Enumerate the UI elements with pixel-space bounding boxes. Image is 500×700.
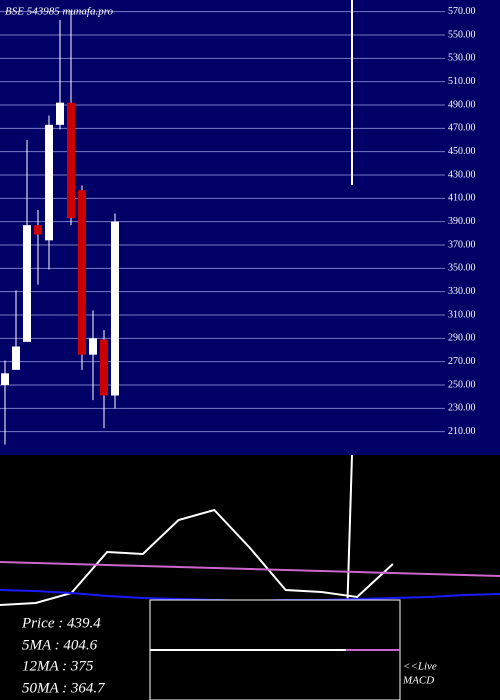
chart-title: BSE 543985 munafa.pro [5,6,114,18]
y-tick-label: 370.00 [448,239,476,250]
y-tick-label: 570.00 [448,6,476,17]
y-tick-label: 530.00 [448,53,476,64]
indicator-line [0,508,394,606]
y-tick-label: 350.00 [448,263,476,274]
y-tick-label: 430.00 [448,169,476,180]
y-tick-label: 270.00 [448,356,476,367]
candle-body [1,373,9,385]
candle-body [12,346,20,370]
live-label: MACD [402,675,434,687]
candle-body [100,339,108,396]
y-tick-label: 230.00 [448,403,476,414]
candle-body [56,102,64,125]
y-tick-label: 410.00 [448,193,476,204]
candle-body [45,124,53,241]
live-label: <<Live [403,661,437,673]
y-tick-label: 210.00 [448,426,476,437]
y-tick-label: 310.00 [448,309,476,320]
candle-body [67,102,75,219]
y-tick-label: 490.00 [448,99,476,110]
info-text: 50MA : 364.7 [22,680,106,696]
y-tick-label: 330.00 [448,286,476,297]
y-tick-label: 450.00 [448,146,476,157]
indicator-line [0,561,500,577]
candle-body [23,225,31,342]
info-text: 5MA : 404.6 [22,637,98,653]
y-tick-label: 390.00 [448,216,476,227]
y-tick-label: 550.00 [448,29,476,40]
y-tick-label: 470.00 [448,123,476,134]
candle-body [34,225,42,235]
price-panel [0,0,500,455]
y-tick-label: 290.00 [448,333,476,344]
indicator-line [0,589,500,603]
candle-body [89,338,97,355]
candle-body [78,190,86,355]
y-tick-label: 250.00 [448,379,476,390]
y-tick-label: 510.00 [448,76,476,87]
info-text: Price : 439.4 [21,615,101,631]
info-text: 12MA : 375 [22,658,94,674]
candle-body [111,221,119,396]
